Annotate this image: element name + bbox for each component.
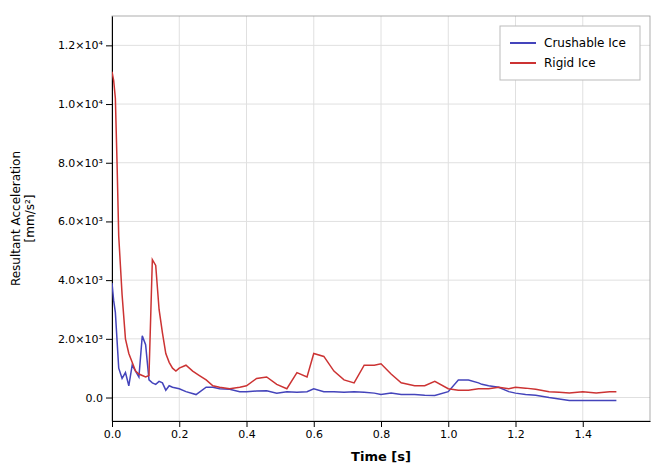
x-tick-mark: [448, 421, 449, 427]
grid-line-y: [112, 338, 650, 339]
grid-line-x: [448, 16, 449, 421]
x-tick: 1.2: [507, 421, 525, 441]
x-tick-label: 1.2: [507, 428, 525, 441]
grid-line-y: [112, 397, 650, 398]
x-tick-mark: [179, 421, 180, 427]
plot: 0.0 0.2 0.4 0.6 0.8 1.0 1.2 1.4 0.0 2.0×10³ 4.0×10…: [58, 16, 651, 441]
x-tick-label: 0.4: [238, 428, 256, 441]
y-tick-label: 2.0×10³: [58, 333, 103, 346]
chart: 0.0 0.2 0.4 0.6 0.8 1.0 1.2 1.4 0.0 2.0×10³ 4.0×10…: [0, 0, 670, 473]
x-tick: 0.4: [238, 421, 256, 441]
y-tick-mark: [106, 280, 112, 281]
y-tick-label: 1.2×10⁴: [58, 39, 104, 52]
x-tick-label: 0.0: [104, 428, 122, 441]
y-tick-label: 1.0×10⁴: [58, 98, 104, 111]
x-tick-label: 1.4: [575, 428, 593, 441]
legend-label: Rigid Ice: [544, 56, 596, 70]
y-tick: 1.2×10⁴: [58, 39, 112, 52]
x-tick-label: 0.6: [306, 428, 324, 441]
legend-swatch: [510, 42, 536, 44]
x-tick-mark: [583, 421, 584, 427]
y-tick: 6.0×10³: [58, 215, 112, 228]
x-tick: 0.2: [171, 421, 189, 441]
grid: [112, 16, 650, 421]
y-tick: 4.0×10³: [58, 274, 112, 287]
legend-box: [500, 26, 640, 80]
y-tick-mark: [106, 221, 112, 222]
grid-line-y: [112, 162, 650, 163]
y-tick-mark: [106, 339, 112, 340]
legend-label: Crushable Ice: [544, 36, 626, 50]
y-tick-mark: [106, 163, 112, 164]
y-tick-label: 8.0×10³: [58, 157, 103, 170]
y-tick: 8.0×10³: [58, 157, 112, 170]
grid-line-x: [313, 16, 314, 421]
x-tick: 0.8: [373, 421, 391, 441]
x-axis: 0.0 0.2 0.4 0.6 0.8 1.0 1.2 1.4: [104, 421, 651, 441]
x-tick-mark: [247, 421, 248, 427]
grid-line-y: [112, 280, 650, 281]
lines: [112, 72, 616, 401]
y-axis-title: Resultant Acceleration[mm/s²]: [9, 151, 37, 286]
x-tick-mark: [381, 421, 382, 427]
y-tick: 2.0×10³: [58, 333, 112, 346]
x-tick-label: 1.0: [440, 428, 458, 441]
legend: Crushable Ice Rigid Ice: [500, 26, 640, 80]
x-tick-mark: [314, 421, 315, 427]
series-line: [112, 72, 616, 393]
grid-line-y: [112, 104, 650, 105]
y-tick-mark: [106, 104, 112, 105]
series-line: [112, 283, 616, 400]
grid-line-x: [381, 16, 382, 421]
grid-line-y: [112, 221, 650, 222]
x-axis-title: Time [s]: [351, 449, 411, 464]
y-tick: 1.0×10⁴: [58, 98, 112, 111]
x-tick-mark: [112, 421, 113, 427]
grid-line-x: [179, 16, 180, 421]
y-tick-mark: [106, 398, 112, 399]
grid-line-x: [246, 16, 247, 421]
legend-swatch: [510, 62, 536, 64]
x-tick: 1.0: [440, 421, 458, 441]
x-tick: 1.4: [575, 421, 593, 441]
x-tick-label: 0.2: [171, 428, 189, 441]
y-tick-label: 4.0×10³: [58, 274, 103, 287]
y-tick-mark: [106, 45, 112, 46]
x-tick: 0.0: [104, 421, 122, 441]
y-tick: 0.0: [86, 392, 113, 405]
y-tick-label: 6.0×10³: [58, 215, 103, 228]
plot-frame: [112, 16, 650, 421]
x-tick-mark: [516, 421, 517, 427]
y-tick-label: 0.0: [86, 392, 104, 405]
y-axis: 0.0 2.0×10³ 4.0×10³ 6.0×10³ 8.0×10³ 1.0×10⁴ 1.…: [58, 17, 113, 422]
x-tick: 0.6: [306, 421, 324, 441]
x-tick-label: 0.8: [373, 428, 391, 441]
